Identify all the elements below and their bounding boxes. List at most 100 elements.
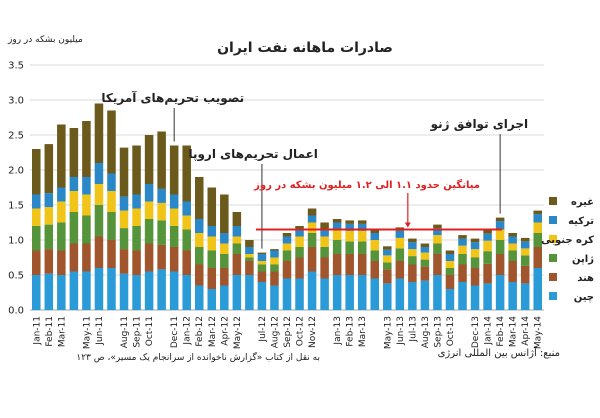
x-tick-labels: Jan-11 Feb-11 Mar-11 May-11 Jun-11 Aug-11 Sep-… xyxy=(32,316,543,349)
bar-segment xyxy=(282,278,292,310)
bar-segment xyxy=(408,249,417,257)
bar-segment xyxy=(495,240,505,254)
bar-segment xyxy=(82,243,91,272)
x-tick-label: Jul-12 xyxy=(258,316,268,343)
bar-segment xyxy=(533,233,542,247)
bar-segment xyxy=(420,247,430,253)
bar-segment xyxy=(458,282,467,310)
bar-segment xyxy=(257,254,267,261)
bar-segment xyxy=(345,220,354,224)
legend-swatch xyxy=(549,273,557,281)
bar-segment xyxy=(395,261,405,279)
bar-segment xyxy=(132,250,141,275)
bar-segment xyxy=(69,177,79,191)
bar-segment xyxy=(57,275,66,310)
bar-segment xyxy=(383,249,392,256)
x-tick-label: Mar-14 xyxy=(509,316,519,347)
bar-segment xyxy=(169,271,179,310)
bar-segment xyxy=(282,233,292,237)
x-tick-label: Nov-12 xyxy=(308,316,318,348)
bar-segment xyxy=(357,275,367,310)
bar-segment xyxy=(307,208,317,216)
y-tick-label: 3.0 xyxy=(8,96,24,107)
bar-segment xyxy=(357,254,367,275)
bar-segment xyxy=(169,247,179,272)
bar-segment xyxy=(357,230,367,242)
bar-segment xyxy=(370,233,380,240)
x-tick-label: May-14 xyxy=(534,316,544,349)
bar-segment xyxy=(57,222,66,251)
bar-segment xyxy=(282,250,292,261)
bar-segment xyxy=(57,124,66,188)
bar-segment xyxy=(220,233,229,244)
bar-segment xyxy=(483,230,492,234)
bar-segment xyxy=(220,268,229,286)
x-tick-label: Mar-12 xyxy=(208,316,218,347)
bar-segment xyxy=(169,208,179,226)
bar-segment xyxy=(182,275,191,310)
y-tick-label: 2.5 xyxy=(8,131,24,142)
bar-segment xyxy=(232,243,242,254)
bar-segment xyxy=(295,278,304,310)
bar-segment xyxy=(107,268,116,310)
bar-segment xyxy=(119,196,129,211)
bar-segment xyxy=(320,236,329,247)
bar-segment xyxy=(270,285,279,310)
x-tick-label: Mar-13 xyxy=(358,316,368,347)
bar-segment xyxy=(44,273,54,310)
bar-segment xyxy=(82,121,91,177)
x-tick-label: Jan-11 xyxy=(32,316,42,346)
bar-segment xyxy=(82,215,91,244)
bar-segment xyxy=(207,289,217,310)
bar-segment xyxy=(94,103,104,163)
x-tick-label: Mar-11 xyxy=(57,316,67,347)
bar-segment xyxy=(132,194,141,209)
book-reference: به نقل از کتاب «گزارش ناخوانده از سرانجا… xyxy=(76,351,320,363)
bar-segment xyxy=(32,275,41,310)
bar-segment xyxy=(458,238,467,246)
bar-segment xyxy=(383,246,392,250)
y-tick-label: 1.0 xyxy=(8,236,24,247)
y-tick-label: 0.0 xyxy=(8,306,24,317)
x-tick-label: Jan-13 xyxy=(333,316,343,346)
bar-segment xyxy=(383,255,392,263)
bar-segment xyxy=(169,226,179,247)
bar-segment xyxy=(295,247,304,258)
legend: غیره ترکیه کره جنوبی ژاپن هند چین xyxy=(541,197,594,303)
bar-segment xyxy=(470,242,480,250)
bar-segment xyxy=(94,163,104,184)
y-tick-label: 3.5 xyxy=(8,61,24,72)
bar-segment xyxy=(483,251,492,264)
bar-segment xyxy=(307,233,317,247)
bar-segment xyxy=(282,243,292,251)
bar-segment xyxy=(370,278,380,310)
bar-segment xyxy=(194,233,204,247)
bar-segment xyxy=(32,149,41,195)
bar-segment xyxy=(533,268,542,310)
chart-title: صادرات ماهانه نفت ایران xyxy=(217,40,393,56)
x-tick-label: Feb-12 xyxy=(195,316,205,347)
bar-segment xyxy=(144,201,154,219)
bar-segment xyxy=(32,194,41,209)
bar-segment xyxy=(270,249,279,251)
bar-segment xyxy=(420,266,430,281)
x-tick-label: Apr-12 xyxy=(220,316,230,346)
annotations: تصویب تحریم‌های آمریکا اعمال تحریم‌های ار… xyxy=(101,90,528,249)
x-tick-label: Feb-14 xyxy=(496,316,506,347)
bar-segment xyxy=(245,257,254,261)
x-tick-label: May-12 xyxy=(233,316,243,349)
bar-segment xyxy=(345,254,354,275)
bar-segment xyxy=(132,145,141,195)
bar-segment xyxy=(220,194,229,233)
bar-segment xyxy=(495,229,505,240)
y-tick-label: 2.0 xyxy=(8,166,24,177)
bar-segment xyxy=(144,271,154,310)
bar-segment xyxy=(207,268,217,289)
bar-segment xyxy=(332,229,342,240)
bar-segment xyxy=(245,275,254,310)
x-tick-label: Apr-14 xyxy=(521,316,531,346)
bar-segment xyxy=(458,264,467,282)
bar-segment xyxy=(295,229,304,237)
bar-segment xyxy=(383,269,392,284)
bar-segment xyxy=(345,230,354,242)
